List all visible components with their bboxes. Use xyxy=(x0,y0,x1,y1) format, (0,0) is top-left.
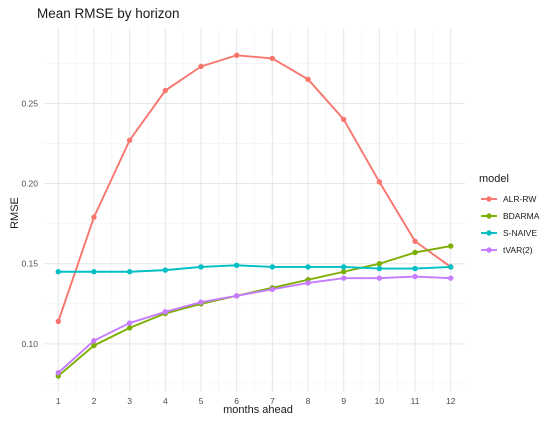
data-point xyxy=(269,286,276,293)
data-point xyxy=(126,320,133,326)
data-point xyxy=(55,269,61,275)
y-tick-label: 0.25 xyxy=(21,98,38,108)
data-point xyxy=(162,309,169,315)
legend-key-point xyxy=(486,196,492,202)
x-tick-label: 9 xyxy=(341,396,346,406)
y-axis-title: RMSE xyxy=(9,197,21,229)
x-tick-label: 5 xyxy=(199,396,204,406)
y-tick-label: 0.20 xyxy=(21,179,38,189)
data-point xyxy=(340,264,347,270)
data-point xyxy=(412,265,418,272)
chart-title: Mean RMSE by horizon xyxy=(37,6,180,21)
data-point xyxy=(376,261,383,267)
data-point xyxy=(126,269,133,275)
data-point xyxy=(269,264,276,270)
data-point xyxy=(233,262,240,269)
data-point xyxy=(448,275,454,281)
legend-title: model xyxy=(479,173,509,185)
data-point xyxy=(91,342,97,349)
x-axis-ticks: 1 2 3 4 5 6 7 8 9 10 11 12 xyxy=(56,396,456,406)
series-line-0 xyxy=(57,54,452,322)
data-point xyxy=(340,275,347,281)
x-tick-label: 3 xyxy=(127,396,132,406)
series-line-3 xyxy=(57,275,451,374)
series-lines xyxy=(57,54,452,377)
data-point xyxy=(162,267,169,273)
gridlines xyxy=(44,28,465,392)
data-point xyxy=(340,116,347,123)
data-point xyxy=(126,137,133,143)
series-line-2 xyxy=(58,264,451,273)
data-point xyxy=(198,63,204,70)
x-tick-label: 8 xyxy=(306,396,311,406)
legend-label: tVAR(2) xyxy=(503,245,533,255)
data-point xyxy=(340,269,347,275)
legend: model ALR-RW BDARMA S-NAIVE tVAR(2) xyxy=(479,173,540,255)
data-point xyxy=(305,264,311,270)
data-point xyxy=(198,264,204,270)
data-point xyxy=(55,318,61,325)
data-point xyxy=(233,52,240,58)
legend-label: ALR-RW xyxy=(503,194,536,204)
x-axis-title: months ahead xyxy=(223,404,293,416)
data-point xyxy=(376,179,383,185)
data-point xyxy=(448,264,454,270)
data-point xyxy=(412,249,418,256)
data-point xyxy=(412,273,418,280)
legend-key-point xyxy=(486,230,492,236)
data-point xyxy=(412,238,418,244)
y-axis-ticks: 0.10 0.15 0.20 0.25 xyxy=(21,98,38,349)
data-point xyxy=(91,214,97,220)
x-tick-label: 1 xyxy=(56,396,61,406)
legend-label: S-NAIVE xyxy=(503,228,537,238)
data-point xyxy=(305,280,311,286)
data-point xyxy=(233,293,240,299)
data-point xyxy=(269,55,276,62)
y-tick-label: 0.15 xyxy=(21,259,38,269)
data-point xyxy=(91,269,97,275)
legend-key-point xyxy=(486,213,492,219)
x-tick-label: 4 xyxy=(163,396,168,406)
x-tick-label: 11 xyxy=(411,396,420,406)
x-tick-label: 12 xyxy=(446,396,456,406)
data-point xyxy=(126,325,133,331)
y-tick-label: 0.10 xyxy=(21,339,38,349)
x-tick-label: 2 xyxy=(92,396,97,406)
data-point xyxy=(305,76,311,83)
data-point xyxy=(376,275,383,281)
x-tick-label: 7 xyxy=(270,396,275,406)
legend-label: BDARMA xyxy=(503,211,540,221)
data-point xyxy=(162,87,169,94)
data-point xyxy=(55,370,61,376)
data-point xyxy=(198,299,204,305)
data-point xyxy=(91,337,97,344)
data-point xyxy=(448,243,454,249)
series-points xyxy=(55,52,454,379)
legend-key-point xyxy=(486,247,492,253)
x-tick-label: 10 xyxy=(375,396,385,406)
data-point xyxy=(376,265,383,272)
x-tick-label: 6 xyxy=(234,396,239,406)
